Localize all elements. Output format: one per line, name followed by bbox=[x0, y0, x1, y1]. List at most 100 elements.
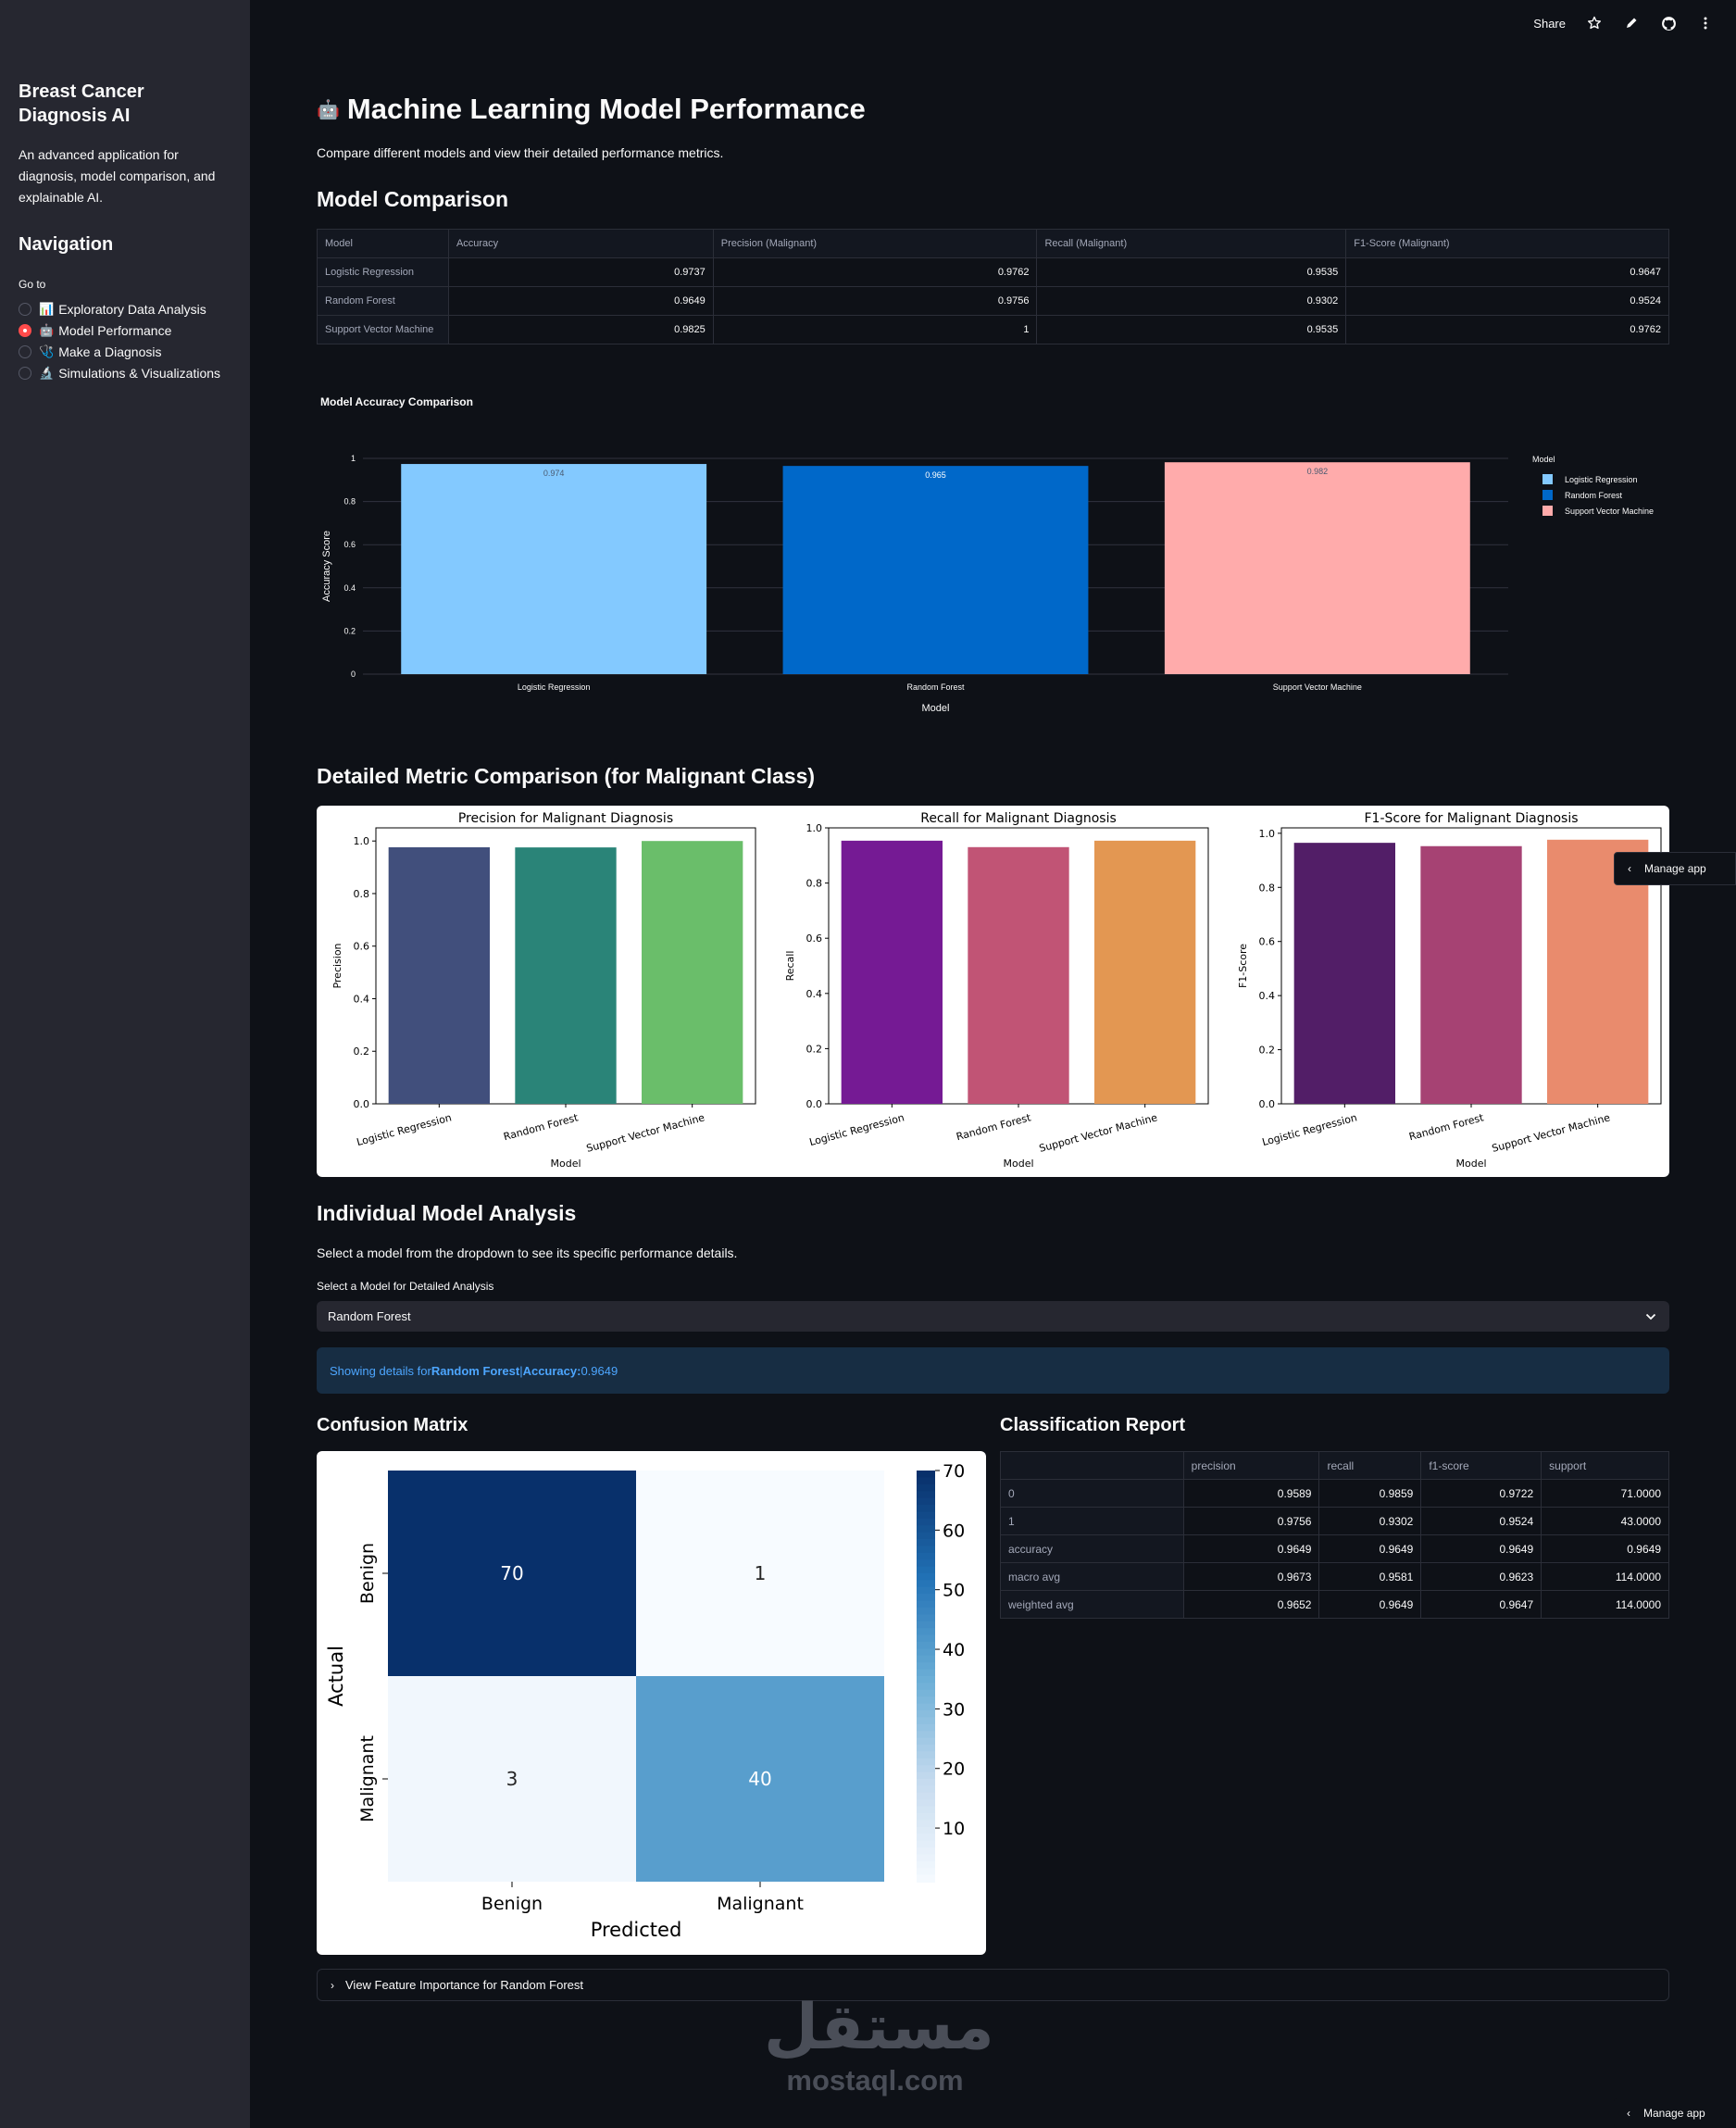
y-axis-label: Recall bbox=[784, 951, 796, 982]
bar bbox=[841, 840, 943, 1104]
share-button[interactable]: Share bbox=[1533, 16, 1566, 31]
table-cell: 0.9589 bbox=[1182, 1479, 1320, 1508]
model-select[interactable]: Random Forest bbox=[317, 1301, 1669, 1332]
bar bbox=[782, 466, 1089, 674]
info-separator: | bbox=[519, 1363, 523, 1378]
x-axis-label: Model bbox=[1455, 1158, 1486, 1170]
column-header[interactable] bbox=[1000, 1451, 1184, 1480]
colorbar-segment bbox=[917, 1820, 935, 1828]
model-select-label: Select a Model for Detailed Analysis bbox=[317, 1280, 494, 1293]
more-menu-icon[interactable] bbox=[1697, 15, 1714, 31]
page-title: 🤖 Machine Learning Model Performance bbox=[317, 93, 866, 126]
table-cell: 0.9524 bbox=[1420, 1507, 1542, 1535]
info-prefix: Showing details for bbox=[330, 1363, 431, 1378]
navigation-heading: Navigation bbox=[19, 234, 114, 255]
info-model: Random Forest bbox=[431, 1363, 520, 1378]
column-header[interactable]: f1-score bbox=[1420, 1451, 1542, 1480]
x-tick-label: Random Forest bbox=[955, 1111, 1032, 1143]
nav-option[interactable]: 🩺 Make a Diagnosis bbox=[19, 341, 231, 362]
manage-app-label: Manage app bbox=[1643, 2107, 1705, 2120]
colorbar-segment bbox=[917, 1648, 935, 1657]
y-tick-label: 0.2 bbox=[354, 1045, 370, 1058]
colorbar-segment bbox=[917, 1552, 935, 1561]
confusion-matrix-panel: 70 1 3 40 Benign Malignant Actual Benign Maligna… bbox=[317, 1451, 986, 1955]
watermark-logo: مستقل mostaql.com bbox=[764, 1991, 994, 2097]
nav-option-icon: 🔬 bbox=[39, 365, 55, 380]
bar bbox=[642, 841, 743, 1104]
y-tick-label: Malignant bbox=[357, 1735, 378, 1822]
colorbar-segment bbox=[917, 1477, 935, 1485]
colorbar-segment bbox=[917, 1826, 935, 1835]
classification-report-table[interactable]: precision recall f1-score support 0 0.9589 0.… bbox=[1000, 1451, 1669, 1619]
chevron-left-icon: ‹ bbox=[1628, 862, 1631, 875]
model-comparison-heading: Model Comparison bbox=[317, 187, 509, 211]
github-icon[interactable] bbox=[1660, 15, 1677, 31]
table-cell: 0.9652 bbox=[1182, 1590, 1320, 1619]
x-axis-label: Model bbox=[550, 1158, 581, 1170]
manage-app-button-mid[interactable]: ‹ Manage app bbox=[1614, 852, 1736, 885]
column-header[interactable]: recall bbox=[1318, 1451, 1422, 1480]
table-cell: 0.9647 bbox=[1345, 257, 1669, 287]
y-tick-label: 0.2 bbox=[806, 1043, 823, 1055]
manage-app-button-bottom[interactable]: ‹ Manage app bbox=[1614, 2098, 1736, 2128]
colorbar-segment bbox=[917, 1497, 935, 1506]
subplot-title: Recall for Malignant Diagnosis bbox=[920, 811, 1117, 826]
table-cell: 0.9722 bbox=[1420, 1479, 1542, 1508]
column-header[interactable]: Model bbox=[317, 229, 449, 258]
column-header[interactable]: precision bbox=[1182, 1451, 1320, 1480]
cell-value-label: 40 bbox=[748, 1768, 771, 1790]
cell-value-label: 70 bbox=[500, 1562, 523, 1584]
y-tick-label: 0.6 bbox=[1259, 936, 1276, 948]
watermark-latin: mostaql.com bbox=[786, 2064, 964, 2097]
bar bbox=[1094, 840, 1196, 1104]
radio-button[interactable] bbox=[19, 366, 31, 380]
colorbar-segment bbox=[917, 1532, 935, 1540]
table-cell: 0.9535 bbox=[1036, 315, 1347, 344]
x-tick-label: Benign bbox=[481, 1894, 543, 1914]
table-cell: 0.9581 bbox=[1318, 1562, 1422, 1591]
colorbar-segment bbox=[917, 1662, 935, 1671]
radio-button[interactable] bbox=[19, 302, 31, 316]
column-header[interactable]: Recall (Malignant) bbox=[1036, 229, 1347, 258]
radio-button[interactable] bbox=[19, 344, 31, 358]
table-row: Random Forest 0.9649 0.9756 0.9302 0.9524 bbox=[317, 286, 1669, 316]
column-header[interactable]: Precision (Malignant) bbox=[712, 229, 1038, 258]
star-icon[interactable] bbox=[1586, 15, 1603, 31]
model-comparison-table[interactable]: Model Accuracy Precision (Malignant) Recall… bbox=[317, 229, 1669, 344]
y-tick-label: Benign bbox=[357, 1543, 378, 1604]
column-header[interactable]: F1-Score (Malignant) bbox=[1345, 229, 1669, 258]
table-cell: 0.9649 bbox=[1420, 1534, 1542, 1563]
x-tick-label: Logistic Regression bbox=[518, 682, 591, 692]
goto-label: Go to bbox=[19, 278, 46, 291]
table-cell: 0.9762 bbox=[1345, 315, 1669, 344]
colorbar-segment bbox=[917, 1655, 935, 1664]
radio-button[interactable] bbox=[19, 323, 31, 337]
accuracy-bar-chart[interactable]: Model Accuracy Comparison 0 0.2 0.4 0.6 0.8 1 A… bbox=[317, 389, 1669, 732]
nav-option[interactable]: 📊 Exploratory Data Analysis bbox=[19, 298, 231, 319]
colorbar-tick-label: 70 bbox=[943, 1461, 965, 1482]
nav-option[interactable]: 🤖 Model Performance bbox=[19, 319, 231, 341]
detailed-metric-heading: Detailed Metric Comparison (for Malignan… bbox=[317, 764, 816, 788]
column-header[interactable]: support bbox=[1541, 1451, 1669, 1480]
table-cell: 114.0000 bbox=[1541, 1562, 1669, 1591]
colorbar-segment bbox=[917, 1525, 935, 1533]
subplot-title: Precision for Malignant Diagnosis bbox=[458, 811, 673, 826]
colorbar-segment bbox=[917, 1860, 935, 1870]
edit-pencil-icon[interactable] bbox=[1623, 15, 1640, 31]
legend-label: Support Vector Machine bbox=[1565, 507, 1654, 516]
colorbar-segment bbox=[917, 1717, 935, 1725]
x-tick-label: Logistic Regression bbox=[808, 1111, 905, 1148]
y-tick-label: 0.0 bbox=[354, 1098, 370, 1110]
robot-icon: 🤖 bbox=[317, 99, 340, 120]
nav-option[interactable]: 🔬 Simulations & Visualizations bbox=[19, 362, 231, 383]
cell-value-label: 3 bbox=[506, 1768, 518, 1790]
legend-swatch bbox=[1542, 490, 1553, 500]
table-cell: 0.9302 bbox=[1318, 1507, 1422, 1535]
y-tick-label: 0.4 bbox=[354, 993, 370, 1005]
colorbar-segment bbox=[917, 1696, 935, 1705]
column-header[interactable]: Accuracy bbox=[447, 229, 714, 258]
page-subtitle: Compare different models and view their … bbox=[317, 145, 724, 160]
row-label: 0 bbox=[1000, 1479, 1184, 1508]
feature-importance-expander[interactable]: › View Feature Importance for Random For… bbox=[317, 1969, 1669, 2001]
table-cell: 0.9649 bbox=[1541, 1534, 1669, 1563]
